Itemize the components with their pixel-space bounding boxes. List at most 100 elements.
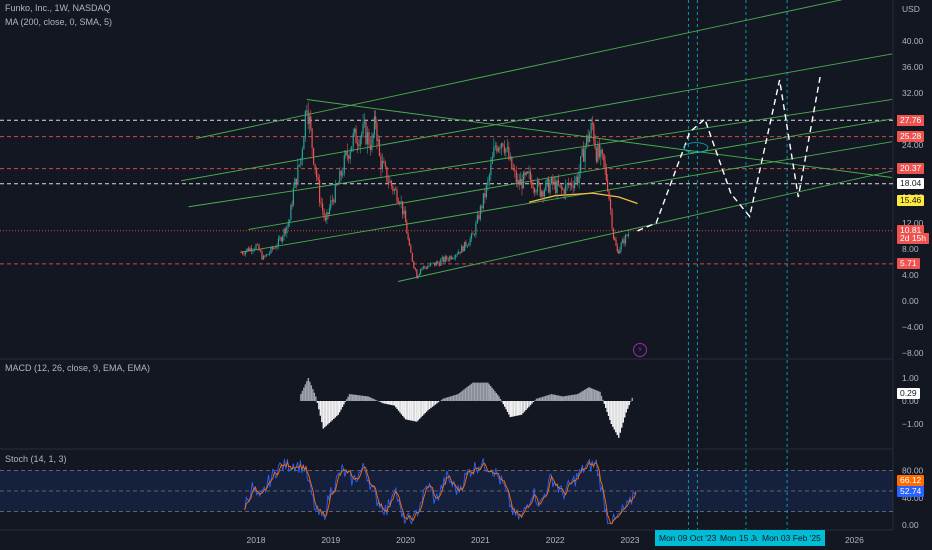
candle <box>273 247 275 250</box>
candle <box>384 163 387 167</box>
candle <box>307 110 309 124</box>
macd-bar <box>388 401 390 405</box>
macd-bar <box>399 401 401 413</box>
macd-bar <box>345 399 348 401</box>
candle <box>356 143 359 145</box>
symbol-title[interactable]: Funko, Inc., 1W, NASDAQ <box>5 3 111 13</box>
macd-bar <box>389 401 391 405</box>
candle <box>413 261 415 269</box>
candle <box>553 181 555 185</box>
currency-label[interactable]: USD <box>902 4 920 14</box>
date-tag-jul-24: Mon 15 Ju <box>716 530 764 546</box>
candle <box>365 121 367 145</box>
price-tick-label: 36.00 <box>902 62 924 72</box>
time-tick-label: 2019 <box>321 535 340 545</box>
macd-bar <box>482 382 485 401</box>
macd-bar <box>581 391 583 401</box>
macd-bar <box>361 395 364 401</box>
macd-bar <box>331 401 333 421</box>
candle <box>291 204 293 206</box>
candle <box>615 240 617 246</box>
macd-bar <box>330 401 332 422</box>
candle <box>249 247 251 252</box>
candle <box>575 176 577 182</box>
candle <box>488 175 490 181</box>
price-tick-label: −8.00 <box>902 348 924 358</box>
candle <box>390 180 392 186</box>
candle <box>444 256 446 263</box>
candle <box>453 257 455 259</box>
candle <box>594 140 596 149</box>
candle <box>414 268 416 270</box>
ma-indicator-label[interactable]: MA (200, close, 0, SMA, 5) <box>5 17 113 27</box>
candle <box>429 263 431 267</box>
price-tag: 25.28 <box>897 131 925 143</box>
macd-bar <box>575 394 577 401</box>
macd-bar <box>421 401 424 416</box>
macd-bar <box>557 395 560 401</box>
macd-bar <box>347 396 349 401</box>
macd-bar <box>396 401 398 410</box>
macd-bar <box>606 401 608 412</box>
channel-line <box>398 170 892 282</box>
candle <box>603 153 605 162</box>
candle <box>387 181 389 183</box>
candle <box>297 164 299 185</box>
candle <box>548 178 550 193</box>
candle <box>381 160 384 169</box>
macd-bar <box>554 394 557 401</box>
macd-bar <box>511 401 513 417</box>
candle <box>339 170 341 184</box>
candle <box>479 206 481 220</box>
macd-bar <box>301 390 304 401</box>
candle <box>366 132 369 145</box>
candle <box>354 128 356 134</box>
candle <box>485 185 487 198</box>
macd-bar <box>445 397 447 401</box>
candle <box>373 116 376 135</box>
macd-bar <box>566 395 568 401</box>
macd-indicator-label[interactable]: MACD (12, 26, close, 9, EMA, EMA) <box>5 363 151 373</box>
macd-bar <box>625 401 627 413</box>
candle <box>557 180 560 186</box>
macd-bar <box>340 401 342 410</box>
candle <box>416 269 418 279</box>
macd-bar <box>467 386 470 401</box>
channel-line <box>196 0 843 139</box>
stoch-indicator-label[interactable]: Stoch (14, 1, 3) <box>5 454 67 464</box>
macd-bar <box>492 389 495 401</box>
macd-bar <box>588 387 590 401</box>
candle <box>496 145 498 152</box>
macd-bar <box>631 397 633 401</box>
candle <box>397 201 399 203</box>
macd-bar <box>560 396 562 401</box>
macd-bar <box>307 378 310 401</box>
candle <box>241 252 244 254</box>
candle <box>560 184 562 189</box>
macd-bar <box>428 401 431 410</box>
macd-bar <box>304 384 307 401</box>
candle <box>563 189 565 195</box>
time-tick-label: 2018 <box>247 535 266 545</box>
stoch-legend: Stoch (14, 1, 3) <box>5 454 73 464</box>
macd-bar <box>312 389 314 401</box>
candle <box>308 116 311 124</box>
candle <box>473 234 476 236</box>
candle <box>267 254 269 256</box>
ma-legend: MA (200, close, 0, SMA, 5) <box>5 17 118 27</box>
macd-bar <box>624 401 626 418</box>
macd-bar <box>322 401 325 429</box>
candle <box>490 163 492 176</box>
candle <box>506 147 508 149</box>
macd-bar <box>585 388 587 401</box>
candle <box>411 252 413 262</box>
candle <box>574 181 576 189</box>
candle <box>336 184 338 186</box>
candle <box>556 180 558 193</box>
candle <box>435 261 437 266</box>
candle <box>324 217 327 220</box>
macd-bar <box>318 401 320 410</box>
macd-bar <box>410 401 412 421</box>
lightning-icon[interactable]: ⚡ <box>633 343 647 357</box>
